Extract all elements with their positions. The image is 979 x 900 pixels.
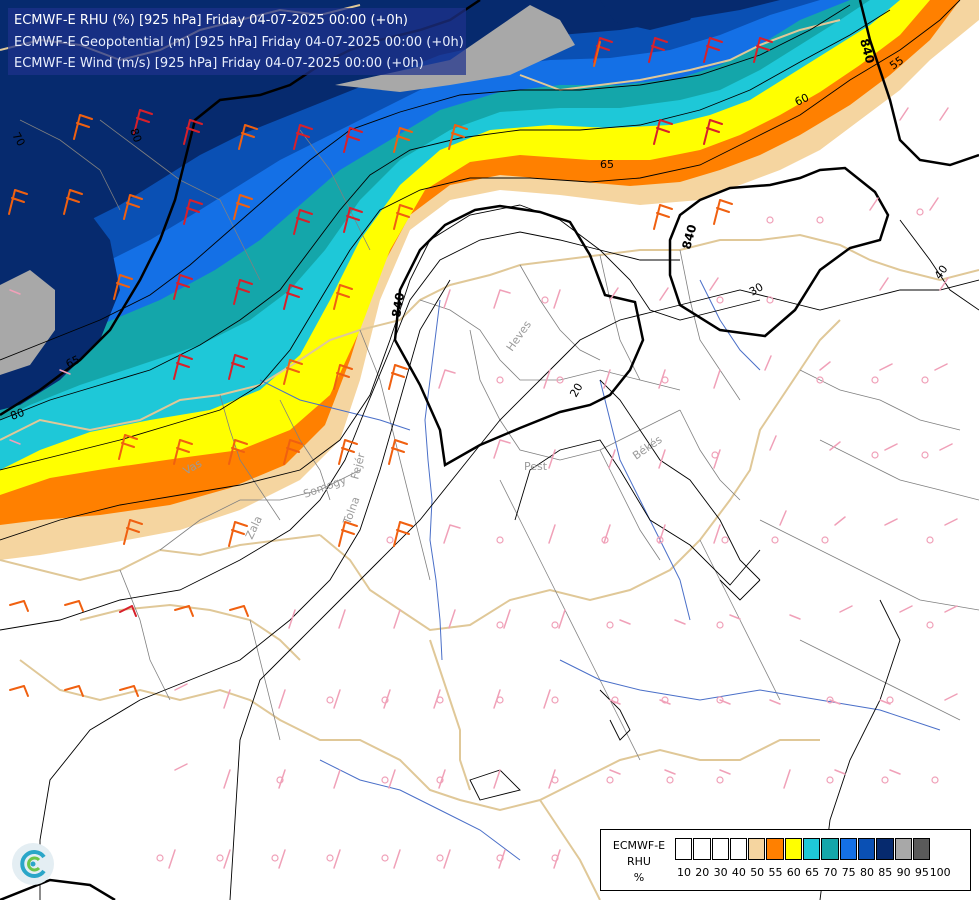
ecmwf-logo-icon (12, 843, 54, 885)
legend-title: ECMWF-E RHU % (604, 838, 674, 886)
contour-label: 30 (747, 280, 766, 298)
legend-title-unit: % (633, 871, 645, 884)
legend-tick-label: 80 (860, 866, 874, 879)
rhu-title: ECMWF-E RHU (%) [925 hPa] Friday 04-07-2… (14, 13, 408, 28)
legend-swatch (894, 838, 912, 860)
legend-tick-label: 55 (768, 866, 783, 879)
place-label: Tolna (340, 495, 362, 527)
contour-label: 80 (127, 127, 144, 145)
legend-tick-label: 75 (841, 866, 856, 879)
legend-swatch (876, 838, 894, 860)
legend-swatch (675, 838, 693, 860)
legend-tick-label: 20 (695, 866, 710, 879)
legend-tick-label: 65 (805, 866, 820, 879)
legend-tick-label: 85 (878, 866, 893, 879)
legend-swatch (693, 838, 711, 860)
legend-tick-label: 100 (929, 866, 951, 879)
legend-swatch (748, 838, 766, 860)
rhu-legend: ECMWF-E RHU % 10 20 30 40 50 55 60 65 70 75 80 85 90… (600, 829, 971, 891)
place-label: Pest (524, 460, 548, 473)
place-label: Fejér (348, 451, 368, 481)
legend-tick-label: 70 (823, 866, 838, 879)
legend-tick-label: 40 (731, 866, 746, 879)
geopotential-title: ECMWF-E Geopotential (m) [925 hPa] Frida… (14, 35, 464, 50)
legend-tick-label: 60 (786, 866, 801, 879)
rhu-band-85-corner (600, 0, 700, 30)
rhu-band-95-north (335, 5, 575, 92)
legend-swatch (803, 838, 821, 860)
wind-title: ECMWF-E Wind (m/s) [925 hPa] Friday 04-0… (14, 56, 424, 71)
legend-swatch (711, 838, 729, 860)
legend-tick-label: 95 (914, 866, 929, 879)
contour-label: 840 (857, 37, 877, 65)
legend-swatch (766, 838, 784, 860)
legend-swatch (912, 838, 931, 860)
legend-swatch (821, 838, 839, 860)
map-title-box: ECMWF-E RHU (%) [925 hPa] Friday 04-07-2… (8, 8, 466, 75)
legend-swatch (729, 838, 748, 860)
place-label: Heves (504, 318, 534, 354)
legend-tick-label: 30 (713, 866, 728, 879)
legend-swatch (839, 838, 857, 860)
place-label: Zala (243, 514, 265, 541)
county-boundaries (19, 119, 979, 761)
contour-label: 60 (793, 91, 811, 109)
wind-barbs (8, 37, 958, 869)
contour-label: 80 (9, 406, 27, 423)
contour-label: 20 (567, 381, 585, 400)
contour-label: 840 (679, 223, 699, 251)
place-label: Békés (630, 433, 665, 463)
contour-label: 65 (64, 353, 82, 371)
legend-tick-label: 90 (896, 866, 911, 879)
contour-labels: 840 840 840 55 60 65 70 80 80 65 40 30 2… (9, 37, 951, 423)
rivers (259, 279, 941, 861)
contour-label: 70 (9, 130, 27, 149)
legend-swatch (784, 838, 803, 860)
legend-swatches (675, 838, 931, 860)
rhu-band-95-west (0, 270, 55, 375)
place-label: Somogy (302, 473, 349, 501)
contour-label: 840 (389, 291, 407, 318)
legend-title-variable: RHU (627, 855, 651, 868)
contour-label: 65 (600, 158, 614, 171)
legend-tick-label: 10 (677, 866, 691, 879)
legend-title-model: ECMWF-E (612, 839, 666, 852)
legend-tick-label: 50 (750, 866, 765, 879)
legend-swatch (857, 838, 876, 860)
